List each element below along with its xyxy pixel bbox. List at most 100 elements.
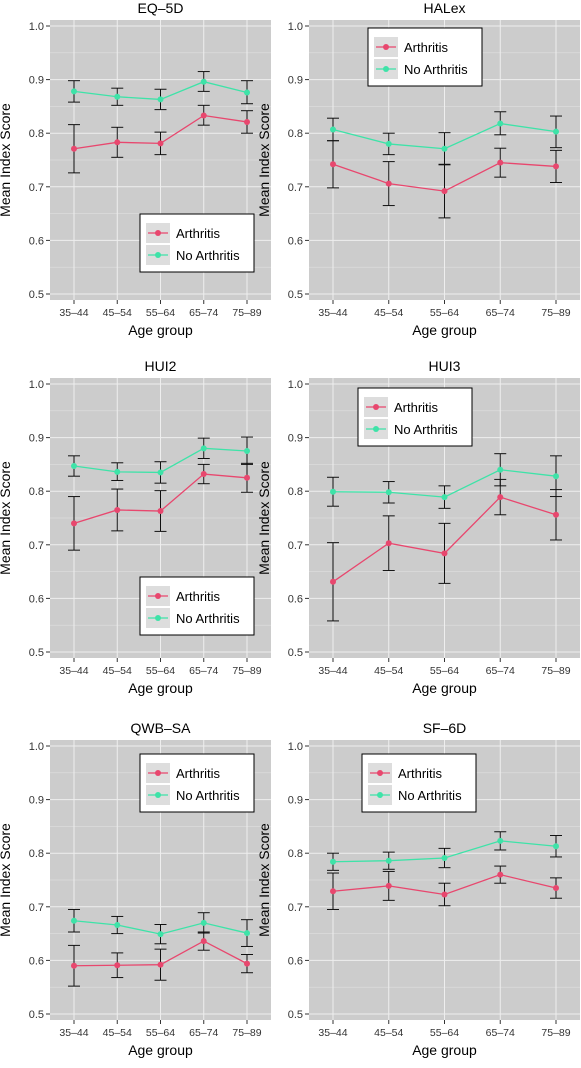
data-point [157, 469, 164, 476]
legend: Arthritis No Arthritis [357, 387, 473, 447]
y-tick-label: 0.5 [29, 647, 44, 659]
data-point [200, 445, 207, 452]
legend-key-point [383, 44, 389, 50]
legend: Arthritis No Arthritis [139, 213, 255, 273]
data-point [114, 922, 121, 929]
x-tick-label: 65–74 [486, 307, 515, 319]
data-point [244, 930, 250, 937]
legend-label: No Arthritis [176, 248, 240, 263]
data-point [157, 961, 164, 968]
x-axis-label: Age group [412, 1042, 477, 1058]
legend: Arthritis No Arthritis [367, 27, 483, 87]
x-axis-label: Age group [128, 1042, 193, 1058]
chart-panel-5: 0.5 0.6 0.7 0.8 0.9 1.0 35–44 45–54 55–64 65–74 75… [0, 720, 271, 1058]
x-tick-label: 45–54 [103, 1027, 132, 1039]
data-point [71, 88, 77, 95]
x-tick-label: 65–74 [486, 665, 515, 677]
chart-panel-2: 0.5 0.6 0.7 0.8 0.9 1.0 35–44 45–54 55–64 65–74 75… [256, 0, 580, 338]
data-point [244, 118, 250, 125]
legend-key-point [377, 770, 383, 776]
chart-title: HALex [423, 0, 465, 16]
data-point [114, 506, 121, 513]
legend-key-point [383, 66, 389, 72]
y-tick-label: 0.5 [288, 1009, 303, 1021]
x-tick-label: 65–74 [189, 1027, 218, 1039]
y-tick-label: 0.9 [288, 433, 303, 445]
legend-key-point [155, 230, 161, 236]
y-tick-label: 0.9 [29, 75, 44, 87]
data-point [385, 140, 392, 147]
data-point [157, 140, 164, 147]
y-tick-label: 0.9 [29, 795, 44, 807]
y-axis-label: Mean Index Score [0, 461, 13, 575]
data-point [330, 578, 336, 585]
data-point [385, 540, 392, 547]
data-point [497, 466, 504, 473]
y-tick-label: 0.9 [29, 433, 44, 445]
y-tick-label: 0.5 [29, 1009, 44, 1021]
y-tick-label: 1.0 [29, 379, 44, 391]
legend-label: Arthritis [404, 40, 449, 55]
chart-panel-1: 0.5 0.6 0.7 0.8 0.9 1.0 35–44 45–54 55–64 65–74 75… [0, 0, 271, 338]
chart-panel-3: 0.5 0.6 0.7 0.8 0.9 1.0 35–44 45–54 55–64 65–74 75… [0, 358, 271, 696]
x-tick-label: 55–64 [146, 665, 175, 677]
y-tick-label: 0.6 [288, 235, 303, 247]
legend-key-point [155, 252, 161, 258]
x-tick-label: 75–89 [541, 307, 570, 319]
legend-label: Arthritis [176, 589, 221, 604]
data-point [200, 471, 207, 478]
data-point [244, 448, 250, 454]
data-point [71, 962, 77, 969]
data-point [200, 112, 207, 119]
y-tick-label: 0.6 [29, 593, 44, 605]
y-tick-label: 0.5 [29, 289, 44, 301]
x-tick-label: 45–54 [103, 665, 132, 677]
data-point [441, 494, 448, 501]
x-tick-label: 45–54 [374, 1027, 403, 1039]
y-tick-label: 0.8 [288, 486, 303, 498]
data-point [114, 93, 121, 100]
data-point [71, 520, 77, 527]
legend-key-point [155, 792, 161, 798]
data-point [497, 120, 504, 127]
y-tick-label: 0.7 [288, 902, 303, 914]
chart-panel-4: 0.5 0.6 0.7 0.8 0.9 1.0 35–44 45–54 55–64 65–74 75… [256, 358, 580, 696]
y-tick-label: 0.7 [288, 182, 303, 194]
y-tick-label: 1.0 [288, 379, 303, 391]
x-tick-label: 75–89 [232, 307, 261, 319]
x-tick-label: 35–44 [318, 665, 347, 677]
y-tick-label: 0.7 [29, 182, 44, 194]
data-point [553, 473, 559, 480]
legend-label: No Arthritis [176, 788, 240, 803]
y-tick-label: 0.8 [29, 848, 44, 860]
data-point [553, 511, 559, 518]
chart-title: HUI2 [145, 358, 177, 374]
y-tick-label: 1.0 [29, 21, 44, 33]
y-tick-label: 0.7 [288, 540, 303, 552]
data-point [553, 843, 559, 850]
data-point [200, 78, 207, 85]
y-tick-label: 0.8 [29, 128, 44, 140]
x-tick-label: 55–64 [146, 1027, 175, 1039]
data-point [385, 857, 392, 864]
data-point [441, 145, 448, 152]
x-tick-label: 35–44 [59, 665, 88, 677]
legend-key-point [373, 426, 379, 432]
data-point [157, 508, 164, 515]
legend-label: No Arthritis [398, 788, 462, 803]
y-tick-label: 0.6 [288, 593, 303, 605]
x-axis-label: Age group [412, 322, 477, 338]
data-point [385, 180, 392, 187]
x-tick-label: 35–44 [318, 307, 347, 319]
chart-title: QWB–SA [131, 720, 192, 736]
legend-label: Arthritis [176, 226, 221, 241]
y-tick-label: 1.0 [288, 741, 303, 753]
chart-title: HUI3 [429, 358, 461, 374]
data-point [200, 919, 207, 926]
x-axis-label: Age group [128, 680, 193, 696]
x-tick-label: 55–64 [430, 665, 459, 677]
data-point [114, 139, 121, 146]
legend-label: No Arthritis [176, 611, 240, 626]
y-axis-label: Mean Index Score [256, 103, 272, 217]
y-tick-label: 0.5 [288, 289, 303, 301]
